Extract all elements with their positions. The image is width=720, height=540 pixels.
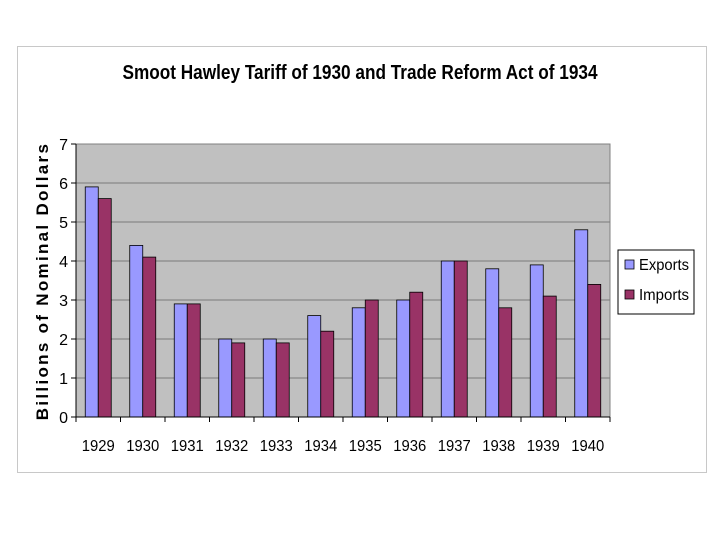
bar-imports-1931: [186, 303, 201, 418]
legend-swatch-exports: [624, 259, 635, 270]
bar-exports-1937: [440, 260, 455, 418]
y-tick-label: 6: [59, 176, 68, 193]
bar-exports-1933: [262, 338, 277, 418]
bar-exports-1935: [351, 307, 366, 418]
y-tick-label: 4: [59, 254, 68, 271]
y-tick-label: 3: [59, 293, 68, 310]
bar-exports-1932: [218, 338, 233, 418]
x-tick-label: 1930: [126, 438, 159, 455]
x-tick-label: 1931: [171, 438, 204, 455]
legend: Exports Imports: [617, 249, 695, 315]
bars: [84, 186, 602, 418]
axes: 0 1 2 3 4 5 6 7 1929 1930 1931 1932 1933 1934 1935 1936…: [59, 137, 611, 455]
y-axis-label: Billions of Nominal Dollars: [33, 142, 52, 420]
bar-imports-1940: [587, 283, 602, 418]
bar-exports-1938: [485, 268, 500, 418]
chart-title: Smoot Hawley Tariff of 1930 and Trade Re…: [122, 62, 598, 84]
bar-imports-1937: [453, 260, 468, 418]
legend-swatch-imports: [624, 289, 635, 300]
legend-label-imports: Imports: [639, 287, 689, 304]
y-tick-label: 0: [59, 410, 68, 427]
bar-exports-1939: [529, 264, 544, 418]
x-tick-label: 1939: [527, 438, 560, 455]
bar-imports-1938: [498, 307, 513, 418]
bar-imports-1929: [97, 198, 112, 418]
bar-exports-1940: [574, 229, 589, 418]
bar-imports-1936: [409, 291, 424, 418]
bar-exports-1929: [84, 186, 99, 418]
x-tick-label: 1940: [571, 438, 604, 455]
bar-exports-1930: [129, 244, 144, 418]
plot-area: [75, 143, 611, 418]
bar-imports-1933: [275, 342, 290, 418]
x-tick-label: 1937: [438, 438, 471, 455]
x-tick-label: 1932: [215, 438, 248, 455]
bar-imports-1932: [231, 342, 246, 418]
bar-imports-1930: [142, 256, 157, 418]
x-tick-label: 1933: [260, 438, 293, 455]
bar-exports-1936: [396, 299, 411, 418]
bar-imports-1935: [364, 299, 379, 418]
x-tick-label: 1938: [482, 438, 515, 455]
bar-imports-1934: [320, 330, 335, 418]
bar-exports-1931: [173, 303, 188, 418]
bar-exports-1934: [307, 315, 322, 418]
x-tick-label: 1929: [82, 438, 115, 455]
y-tick-label: 2: [59, 332, 68, 349]
y-tick-label: 1: [59, 371, 68, 388]
y-tick-label: 5: [59, 215, 68, 232]
y-tick-label: 7: [59, 137, 68, 154]
x-tick-label: 1935: [349, 438, 382, 455]
x-tick-label: 1934: [304, 438, 337, 455]
bar-imports-1939: [542, 295, 557, 418]
x-tick-label: 1936: [393, 438, 426, 455]
legend-label-exports: Exports: [639, 257, 689, 274]
plot-background: [75, 143, 611, 418]
